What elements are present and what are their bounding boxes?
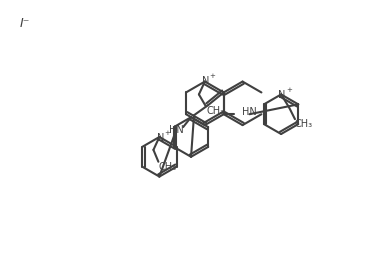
- Text: N: N: [202, 76, 210, 86]
- Text: CH₃: CH₃: [207, 106, 225, 116]
- Text: +: +: [209, 73, 215, 79]
- Text: +: +: [286, 88, 292, 93]
- Text: +: +: [164, 130, 170, 136]
- Text: HN: HN: [242, 107, 256, 117]
- Text: N: N: [157, 133, 164, 143]
- Text: CH₃: CH₃: [295, 119, 313, 129]
- Text: N: N: [279, 91, 286, 101]
- Text: CH₃: CH₃: [158, 162, 176, 172]
- Text: HN: HN: [169, 125, 184, 135]
- Text: I⁻: I⁻: [20, 17, 30, 30]
